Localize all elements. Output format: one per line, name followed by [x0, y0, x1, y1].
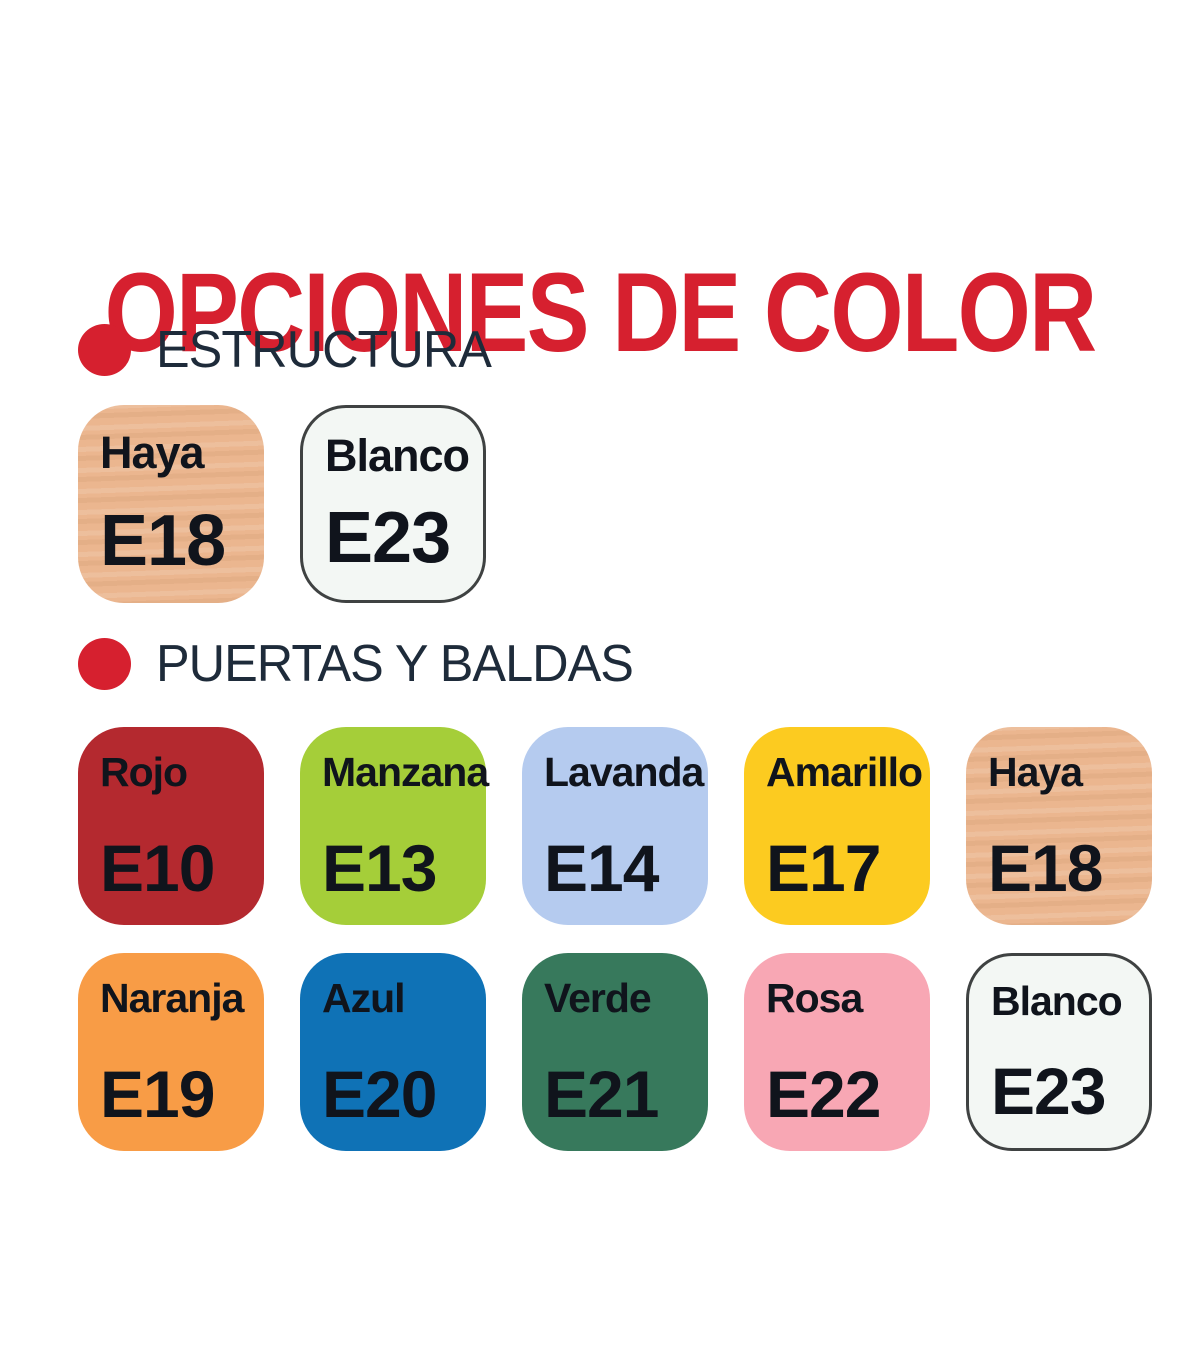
red-dot-bullet-icon — [78, 638, 131, 690]
color-swatch-e13-manzana: Manzana E13 — [300, 727, 489, 925]
color-swatch-e23-blanco: Blanco E23 — [966, 953, 1152, 1151]
swatch-color-name: Blanco — [325, 430, 470, 481]
swatch-color-name: Verde — [544, 975, 652, 1021]
swatch-color-name: Azul — [322, 975, 406, 1021]
color-swatch-e18-haya: Haya E18 — [78, 405, 264, 603]
swatch-color-code: E13 — [322, 831, 437, 905]
swatch-color-name: Rosa — [766, 975, 863, 1021]
swatch-color-code: E20 — [322, 1057, 437, 1131]
section-label-puertas-y-baldas: PUERTAS Y BALDAS — [156, 635, 634, 693]
page-title: OPCIONES DE COLOR — [104, 250, 1097, 376]
swatch-color-code: E10 — [100, 831, 215, 905]
section-label-estructura: ESTRUCTURA — [156, 321, 492, 379]
swatch-color-name: Haya — [988, 749, 1083, 795]
color-swatch-e23-blanco: Blanco E23 — [300, 405, 486, 603]
color-swatch-e19-naranja: Naranja E19 — [78, 953, 264, 1151]
swatch-color-name: Haya — [100, 427, 205, 478]
section-header-estructura: ESTRUCTURA — [78, 321, 501, 379]
color-swatch-e17-amarillo: Amarillo E17 — [744, 727, 930, 925]
swatch-color-code: E17 — [766, 831, 881, 905]
color-swatch-e20-azul: Azul E20 — [300, 953, 486, 1151]
swatch-color-code: E14 — [544, 831, 659, 905]
swatch-color-name: Manzana — [322, 749, 489, 795]
swatch-color-code: E18 — [988, 831, 1103, 905]
swatch-color-name: Rojo — [100, 749, 188, 795]
swatch-color-name: Naranja — [100, 975, 244, 1021]
color-swatch-e18-haya: Haya E18 — [966, 727, 1152, 925]
swatch-color-name: Lavanda — [544, 749, 704, 795]
color-swatch-e14-lavanda: Lavanda E14 — [522, 727, 708, 925]
swatch-color-name: Blanco — [991, 978, 1123, 1024]
swatch-color-code: E22 — [766, 1057, 881, 1131]
swatch-grid-puertas-y-baldas: Rojo E10 Manzana E13 Lavanda E14 Amarillo E17 Ha… — [78, 727, 1152, 1151]
swatch-grid-estructura: Haya E18 Blanco E23 — [78, 405, 486, 603]
swatch-color-name: Amarillo — [766, 749, 923, 795]
color-swatch-e10-rojo: Rojo E10 — [78, 727, 264, 925]
swatch-color-code: E23 — [991, 1054, 1106, 1128]
swatch-color-code: E21 — [544, 1057, 659, 1131]
swatch-color-code: E19 — [100, 1057, 215, 1131]
swatch-color-code: E23 — [325, 498, 451, 578]
color-swatch-e21-verde: Verde E21 — [522, 953, 708, 1151]
section-header-puertas-y-baldas: PUERTAS Y BALDAS — [78, 635, 648, 693]
red-dot-bullet-icon — [78, 324, 131, 376]
color-swatch-e22-rosa: Rosa E22 — [744, 953, 930, 1151]
swatch-color-code: E18 — [100, 501, 226, 581]
